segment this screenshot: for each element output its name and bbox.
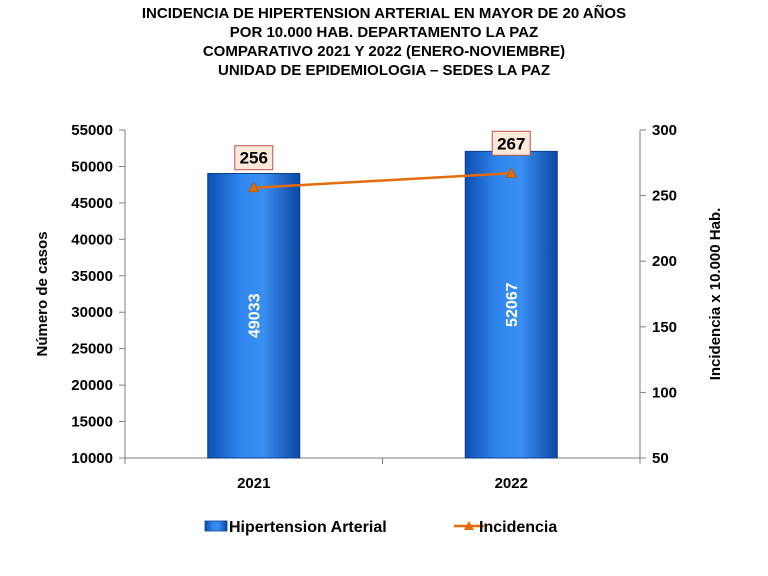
y-tick-label: 50000 xyxy=(71,158,113,175)
y-tick-label: 55000 xyxy=(71,122,113,139)
incidence-value-label: 267 xyxy=(497,134,525,153)
incidence-label-box xyxy=(234,145,274,171)
y-tick-label: 10000 xyxy=(71,450,113,467)
legend-swatch-bars xyxy=(204,520,228,532)
x-tick-label: 2021 xyxy=(237,475,270,492)
incidence-label-box xyxy=(491,130,531,156)
y-tick-label: 20000 xyxy=(71,377,113,394)
y2-axis-title: Incidencia x 10.000 Hab. xyxy=(707,208,724,381)
incidence-value-label: 256 xyxy=(240,149,268,168)
y-tick-label: 30000 xyxy=(71,304,113,321)
incidence-marker xyxy=(248,181,260,193)
y2-tick-label: 100 xyxy=(652,384,677,401)
bar-value-label: 52067 xyxy=(504,282,521,327)
bar-value-label: 49033 xyxy=(247,293,264,338)
y2-tick-label: 300 xyxy=(652,122,677,139)
y2-tick-label: 50 xyxy=(652,450,669,467)
incidence-line: 256 267 xyxy=(234,130,531,193)
y-tick-label: 40000 xyxy=(71,231,113,248)
y-tick-label: 25000 xyxy=(71,341,113,358)
y2-tick-label: 150 xyxy=(652,319,677,336)
y-tick-label: 45000 xyxy=(71,195,113,212)
x-tick-label: 2022 xyxy=(495,475,528,492)
bar xyxy=(464,150,558,459)
y-axis-title: Número de casos xyxy=(34,231,51,356)
legend-label-bars: Hipertension Arterial xyxy=(229,519,387,536)
chart-title: INCIDENCIA DE HIPERTENSION ARTERIAL EN M… xyxy=(0,4,768,80)
bar xyxy=(207,172,301,459)
legend-label-line: Incidencia xyxy=(479,519,557,536)
title-line-2: POR 10.000 HAB. DEPARTAMENTO LA PAZ xyxy=(229,24,539,41)
title-line-4: UNIDAD DE EPIDEMIOLOGIA – SEDES LA PAZ xyxy=(218,62,550,79)
bars: 49033 52067 xyxy=(207,150,558,459)
legend: Hipertension Arterial Incidencia xyxy=(204,519,557,536)
axes: 10000 15000 20000 25000 30000 35000 40000 45000… xyxy=(34,122,724,492)
title-line-1: INCIDENCIA DE HIPERTENSION ARTERIAL EN M… xyxy=(141,5,627,22)
incidence-line-path xyxy=(253,172,512,189)
incidence-marker xyxy=(505,167,517,178)
y-tick-label: 35000 xyxy=(71,268,113,285)
y-tick-label: 15000 xyxy=(71,414,113,431)
y2-tick-label: 250 xyxy=(652,188,677,205)
legend-swatch-marker xyxy=(464,521,474,530)
title-line-3: COMPARATIVO 2021 Y 2022 (ENERO-NOVIEMBRE… xyxy=(202,43,566,60)
y2-tick-label: 200 xyxy=(652,253,677,270)
